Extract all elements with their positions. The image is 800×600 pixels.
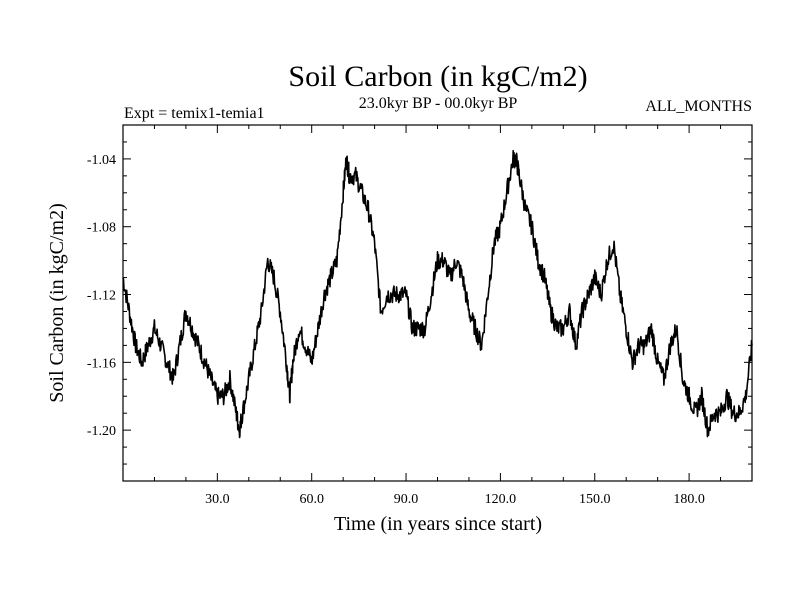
axis-ticks [123,124,752,482]
chart-title: Soil Carbon (in kgC/m2) [288,60,587,93]
x-tick-label: 90.0 [394,492,419,507]
x-tick-label: 60.0 [299,492,324,507]
y-tick-label: -1.12 [87,289,116,304]
y-axis-label: Soil Carbon (in kgC/m2) [46,203,68,402]
x-tick-label: 180.0 [673,492,705,507]
x-axis-label: Time (in years since start) [334,513,542,535]
chart-subtitle: 23.0kyr BP - 00.0kyr BP [359,95,518,112]
x-tick-label: 150.0 [579,492,611,507]
months-annotation: ALL_MONTHS [645,98,752,115]
y-tick-label: -1.20 [87,424,116,439]
x-tick-label: 120.0 [485,492,517,507]
plot-frame [122,124,753,482]
soil-carbon-series-line [122,149,753,439]
x-tick-label: 30.0 [205,492,230,507]
experiment-annotation: Expt = temix1-temia1 [124,105,265,122]
y-tick-label: -1.16 [87,356,116,371]
y-tick-label: -1.04 [87,153,116,168]
y-tick-label: -1.08 [87,221,116,236]
tick-labels: 30.0 60.0 90.0 120.0 150.0 180.0 -1.04 -1.08 -1.… [87,153,705,507]
